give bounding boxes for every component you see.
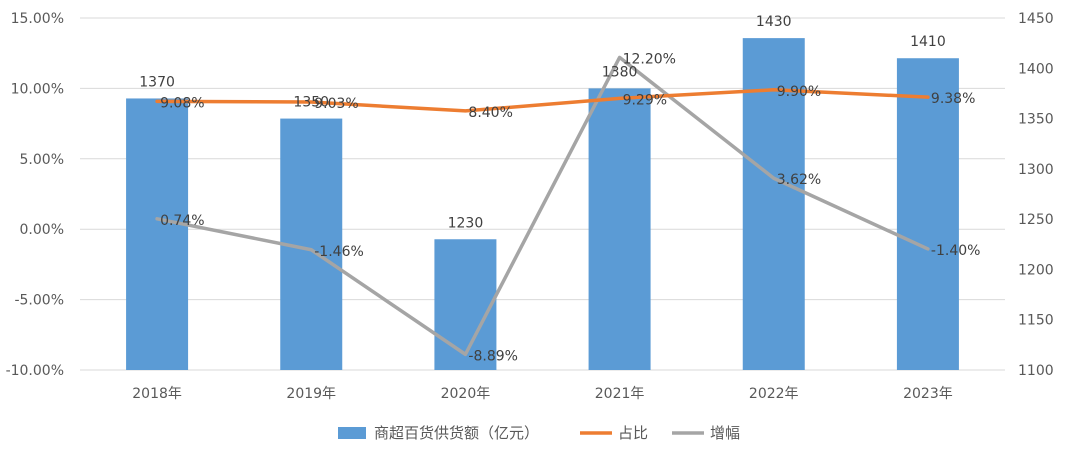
bar: [588, 88, 651, 371]
legend-label: 占比: [618, 424, 648, 442]
right-axis-tick-label: 1300: [1018, 162, 1054, 178]
right-axis-tick-label: 1100: [1018, 363, 1054, 379]
x-axis: 2018年 2019年 2020年 2021年 2022年 2023年: [132, 386, 952, 402]
growth-value-label: 12.20%: [623, 51, 676, 67]
right-axis-tick-label: 1150: [1018, 313, 1054, 329]
bar: [742, 38, 805, 370]
share-value-label: 9.38%: [931, 91, 975, 107]
bar-value-label: 1350: [293, 95, 329, 111]
growth-value-label: 3.62%: [777, 172, 821, 188]
left-axis-tick-label: 15.00%: [11, 11, 64, 27]
bar-value-label: 1370: [139, 74, 175, 90]
share-value-label: 9.90%: [777, 84, 821, 100]
legend: 商超百货供货额（亿元） 占比 增幅: [338, 424, 740, 442]
bar-value-label: 1230: [448, 215, 484, 231]
x-axis-tick-label: 2019年: [286, 386, 336, 402]
bar-series: [126, 38, 959, 371]
share-value-label: 9.08%: [160, 95, 204, 111]
series-line: [155, 88, 930, 113]
left-axis-tick-label: -10.00%: [6, 363, 64, 379]
growth-value-label: -8.89%: [468, 348, 518, 364]
x-axis-tick-label: 2022年: [749, 386, 799, 402]
right-axis-tick-label: 1400: [1018, 61, 1054, 77]
left-axis-tick-label: 10.00%: [11, 81, 64, 97]
right-axis-tick-label: 1450: [1018, 11, 1054, 27]
bar-value-label: 1430: [756, 14, 792, 30]
left-axis-tick-label: -5.00%: [14, 293, 64, 309]
legend-label: 商超百货供货额（亿元）: [374, 424, 539, 442]
bar-value-label: 1380: [602, 64, 638, 80]
data-labels: 1370 1350 1230 1380 1430 1410 9.08% 9.03% 8.40% 9…: [139, 14, 980, 364]
bar: [126, 98, 189, 370]
share-value-label: 8.40%: [468, 105, 512, 121]
share-value-label: 9.29%: [623, 92, 667, 108]
bar: [896, 58, 959, 370]
bar-value-label: 1410: [910, 34, 946, 50]
growth-value-label: 0.74%: [160, 213, 204, 229]
line-series: [155, 55, 930, 357]
left-axis-tick-label: 0.00%: [20, 222, 64, 238]
growth-value-label: -1.40%: [931, 243, 981, 259]
bar: [434, 239, 497, 370]
x-axis-tick-label: 2018年: [132, 386, 182, 402]
legend-swatch-bar: [338, 427, 366, 439]
right-axis: 1450 1400 1350 1300 1250 1200 1150 1100: [1018, 11, 1054, 379]
growth-value-label: -1.46%: [314, 244, 364, 260]
legend-label: 增幅: [710, 424, 740, 442]
right-axis-tick-label: 1200: [1018, 262, 1054, 278]
x-axis-tick-label: 2021年: [595, 386, 645, 402]
share-value-label: 9.03%: [314, 96, 358, 112]
left-axis: 15.00% 10.00% 5.00% 0.00% -5.00% -10.00%: [6, 11, 64, 379]
right-axis-tick-label: 1350: [1018, 112, 1054, 128]
left-axis-tick-label: 5.00%: [20, 152, 64, 168]
x-axis-tick-label: 2023年: [903, 386, 953, 402]
gridlines: [80, 17, 1005, 371]
right-axis-tick-label: 1250: [1018, 212, 1054, 228]
x-axis-tick-label: 2020年: [441, 386, 491, 402]
series-line: [155, 55, 930, 357]
